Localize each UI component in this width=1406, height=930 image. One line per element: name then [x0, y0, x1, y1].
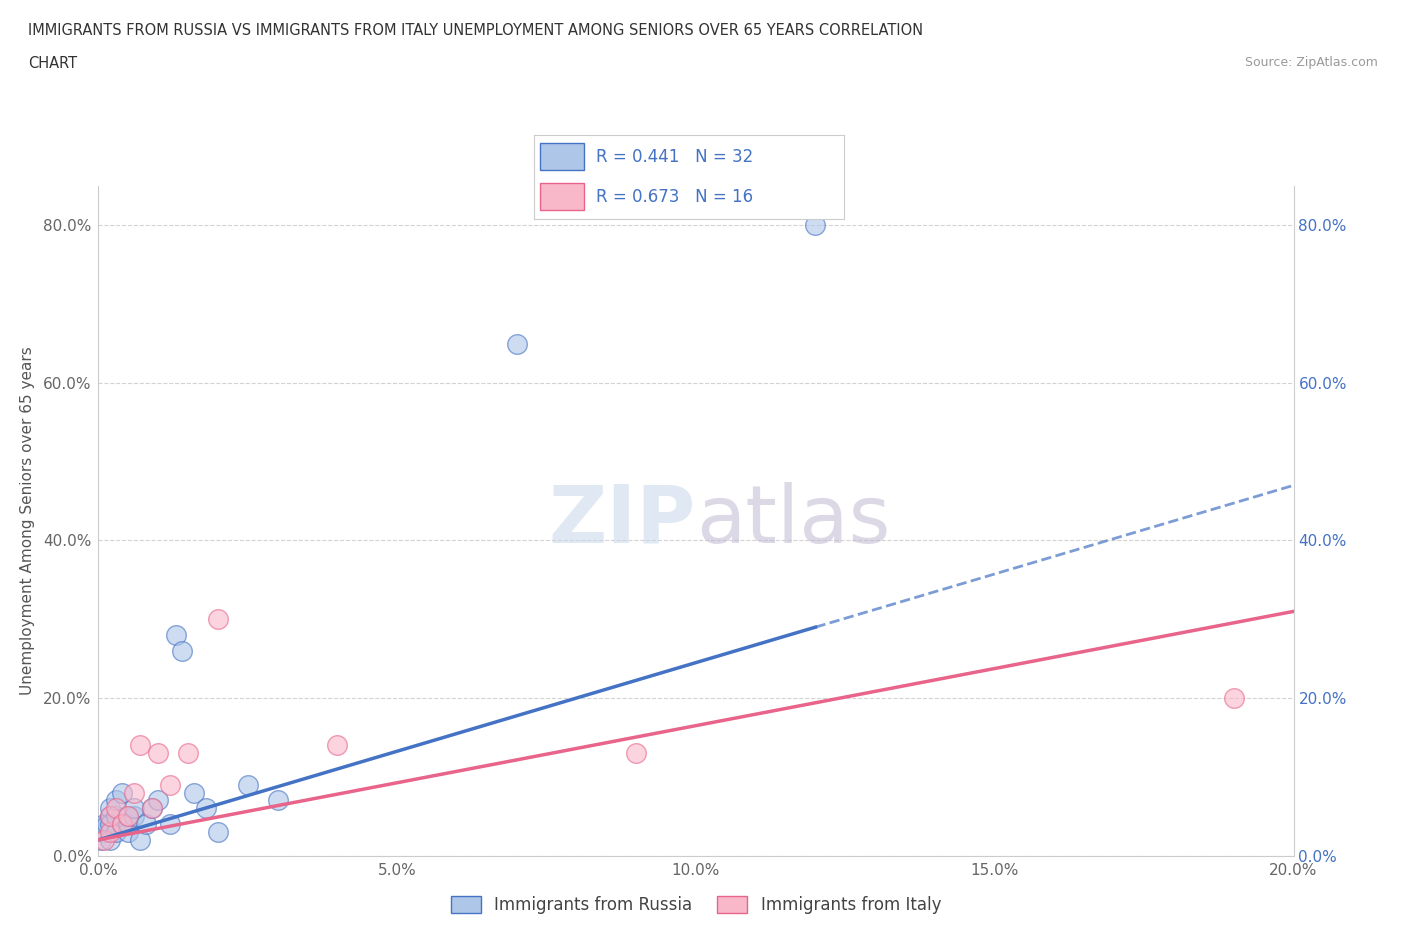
Point	[172, 644, 194, 658]
Point	[111, 785, 134, 800]
Text: atlas: atlas	[696, 482, 890, 560]
Point	[124, 809, 146, 824]
Point	[124, 785, 146, 800]
Point	[267, 793, 290, 808]
Point	[804, 218, 827, 232]
Point	[177, 746, 200, 761]
FancyBboxPatch shape	[540, 183, 583, 210]
Text: R = 0.441   N = 32: R = 0.441 N = 32	[596, 148, 754, 166]
Point	[129, 737, 152, 752]
Point	[105, 793, 128, 808]
Point	[100, 825, 122, 840]
Point	[105, 809, 128, 824]
Point	[129, 832, 152, 847]
Point	[236, 777, 259, 792]
Point	[135, 817, 157, 831]
Point	[506, 336, 529, 351]
Point	[195, 801, 218, 816]
Point	[159, 817, 181, 831]
Point	[93, 817, 115, 831]
Point	[159, 777, 181, 792]
Point	[93, 832, 115, 847]
Point	[141, 801, 163, 816]
Point	[100, 817, 122, 831]
Text: Source: ZipAtlas.com: Source: ZipAtlas.com	[1244, 56, 1378, 69]
Point	[124, 801, 146, 816]
Point	[117, 817, 139, 831]
Text: CHART: CHART	[28, 56, 77, 71]
Point	[100, 809, 122, 824]
Point	[100, 801, 122, 816]
Point	[326, 737, 349, 752]
Point	[96, 817, 118, 831]
Point	[111, 817, 134, 831]
Point	[207, 825, 229, 840]
Point	[141, 801, 163, 816]
Point	[117, 825, 139, 840]
Legend: Immigrants from Russia, Immigrants from Italy: Immigrants from Russia, Immigrants from …	[444, 889, 948, 921]
FancyBboxPatch shape	[540, 143, 583, 170]
Y-axis label: Unemployment Among Seniors over 65 years: Unemployment Among Seniors over 65 years	[20, 347, 35, 696]
Point	[148, 746, 170, 761]
Point	[165, 628, 187, 643]
Point	[117, 809, 139, 824]
Point	[90, 832, 112, 847]
Point	[105, 825, 128, 840]
Point	[148, 793, 170, 808]
Point	[117, 809, 139, 824]
Point	[93, 825, 115, 840]
Text: R = 0.673   N = 16: R = 0.673 N = 16	[596, 188, 754, 206]
Point	[100, 809, 122, 824]
Point	[105, 801, 128, 816]
Point	[626, 746, 648, 761]
Text: IMMIGRANTS FROM RUSSIA VS IMMIGRANTS FROM ITALY UNEMPLOYMENT AMONG SENIORS OVER : IMMIGRANTS FROM RUSSIA VS IMMIGRANTS FRO…	[28, 23, 924, 38]
Text: ZIP: ZIP	[548, 482, 696, 560]
Point	[100, 832, 122, 847]
Point	[111, 817, 134, 831]
Point	[183, 785, 205, 800]
Point	[1223, 691, 1246, 706]
Point	[207, 612, 229, 627]
